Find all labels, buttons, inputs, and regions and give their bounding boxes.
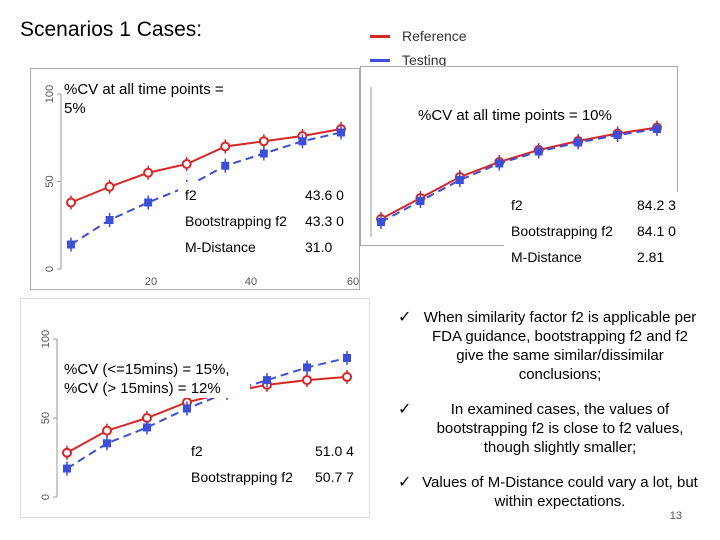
series-line-reference	[70, 128, 342, 204]
table-row: Bootstrapping f2 84.1 0	[504, 218, 694, 245]
legend-item-testing: Testing	[370, 52, 446, 68]
table-value: 50.7 7	[308, 464, 362, 491]
chart-1-stats-table: f2 43.6 0 Bootstrapping f2 43.3 0 M-Dist…	[178, 182, 354, 261]
data-point-reference	[143, 167, 154, 178]
series-line-testing	[380, 128, 658, 223]
page-number: 13	[669, 510, 682, 522]
chart-3-stats-table: f2 51.0 4 Bootstrapping f2 50.7 7	[184, 438, 362, 491]
data-point-testing	[613, 131, 622, 139]
table-value: 43.6 0	[298, 182, 354, 209]
bullet-text: Values of M-Distance could vary a lot, b…	[422, 474, 698, 510]
chart-2-stats-table: f2 84.2 3 Bootstrapping f2 84.1 0 M-Dist…	[504, 192, 694, 271]
table-label: f2	[184, 438, 309, 465]
table-value: 2.81	[630, 244, 694, 271]
data-point-reference	[102, 425, 112, 436]
checkmark-icon: ✓	[398, 474, 412, 491]
data-point-reference	[181, 159, 192, 169]
y-tick-label: 0	[40, 494, 52, 500]
bullet-text: When similarity factor f2 is applicable …	[423, 309, 697, 383]
table-label: M-Distance	[504, 244, 631, 271]
data-point-testing	[103, 439, 111, 448]
x-tick-label: 20	[145, 276, 157, 288]
table-label: Bootstrapping f2	[504, 218, 631, 245]
data-point-testing	[534, 147, 543, 156]
table-label: Bootstrapping f2	[178, 208, 299, 235]
y-tick-label: 100	[40, 330, 52, 348]
data-point-reference	[104, 181, 115, 192]
data-point-reference	[302, 375, 312, 386]
y-tick-label: 50	[40, 412, 52, 424]
table-row: M-Distance 31.0	[178, 234, 354, 261]
checkmark-icon: ✓	[398, 309, 412, 326]
y-tick-label: 100	[44, 85, 56, 103]
data-point-testing	[303, 363, 311, 372]
series-line-testing	[66, 356, 348, 470]
table-row: f2 84.2 3	[504, 192, 694, 219]
legend-item-reference: Reference	[370, 28, 467, 44]
table-label: f2	[504, 192, 631, 219]
table-row: f2 43.6 0	[178, 182, 354, 209]
data-point-reference	[220, 141, 231, 152]
series-line-reference	[380, 126, 658, 220]
data-point-testing	[67, 240, 75, 249]
x-tick-label: 40	[245, 276, 257, 288]
data-point-reference	[342, 371, 352, 382]
data-point-testing	[221, 161, 230, 170]
chart-2-caption: %CV at all time points = 10%	[418, 106, 618, 125]
table-value: 31.0	[298, 234, 354, 261]
y-tick-label: 0	[44, 266, 56, 272]
y-tick-label: 50	[44, 175, 56, 187]
data-point-testing	[63, 464, 71, 473]
chart-1-caption: %CV at all time points = 5%	[64, 80, 244, 118]
checkmark-icon: ✓	[398, 401, 412, 418]
conclusions-list: ✓ When similarity factor f2 is applicabl…	[398, 308, 698, 527]
series-line-testing	[70, 131, 342, 246]
data-point-testing	[653, 125, 661, 133]
table-label: f2	[178, 182, 299, 209]
slide-title: Scenarios 1 Cases:	[20, 18, 203, 41]
list-item: ✓ When similarity factor f2 is applicabl…	[398, 308, 698, 384]
chart-1: 100 50 0 20 40 60	[44, 85, 359, 288]
chart-2	[370, 87, 662, 237]
data-point-testing	[377, 218, 385, 226]
legend-label-testing: Testing	[402, 52, 447, 68]
table-row: f2 51.0 4	[184, 438, 362, 465]
list-item: ✓ In examined cases, the values of boots…	[398, 400, 698, 457]
data-point-testing	[298, 137, 307, 146]
data-point-testing	[105, 216, 114, 224]
chart-3-caption: %CV (<=15mins) = 15%, %CV (> 15mins) = 1…	[64, 360, 250, 398]
reference-line-swatch	[370, 34, 390, 38]
table-value: 43.3 0	[298, 208, 354, 235]
table-row: Bootstrapping f2 43.3 0	[178, 208, 354, 235]
table-value: 84.2 3	[630, 192, 694, 219]
table-row: Bootstrapping f2 50.7 7	[184, 464, 362, 491]
data-point-testing	[455, 176, 464, 184]
table-label: Bootstrapping f2	[184, 464, 309, 491]
data-point-testing	[343, 353, 351, 362]
data-point-testing	[263, 376, 271, 385]
bullet-text: In examined cases, the values of bootstr…	[436, 401, 684, 456]
x-tick-label: 60	[347, 276, 359, 288]
data-point-testing	[495, 159, 504, 168]
data-point-reference	[258, 136, 269, 147]
data-point-testing	[259, 149, 268, 158]
data-point-testing	[144, 198, 153, 207]
table-value: 84.1 0	[630, 218, 694, 245]
data-point-testing	[183, 404, 191, 413]
data-point-testing	[574, 138, 583, 147]
testing-line-swatch	[370, 58, 390, 62]
data-point-reference	[66, 197, 76, 208]
table-row: M-Distance 2.81	[504, 244, 694, 271]
table-label: M-Distance	[178, 234, 299, 261]
data-point-testing	[337, 128, 345, 137]
data-point-testing	[143, 423, 151, 432]
data-point-testing	[416, 197, 425, 205]
legend-label-reference: Reference	[402, 28, 467, 44]
list-item: ✓ Values of M-Distance could vary a lot,…	[398, 473, 698, 511]
table-value: 51.0 4	[308, 438, 362, 465]
data-point-reference	[62, 447, 72, 458]
